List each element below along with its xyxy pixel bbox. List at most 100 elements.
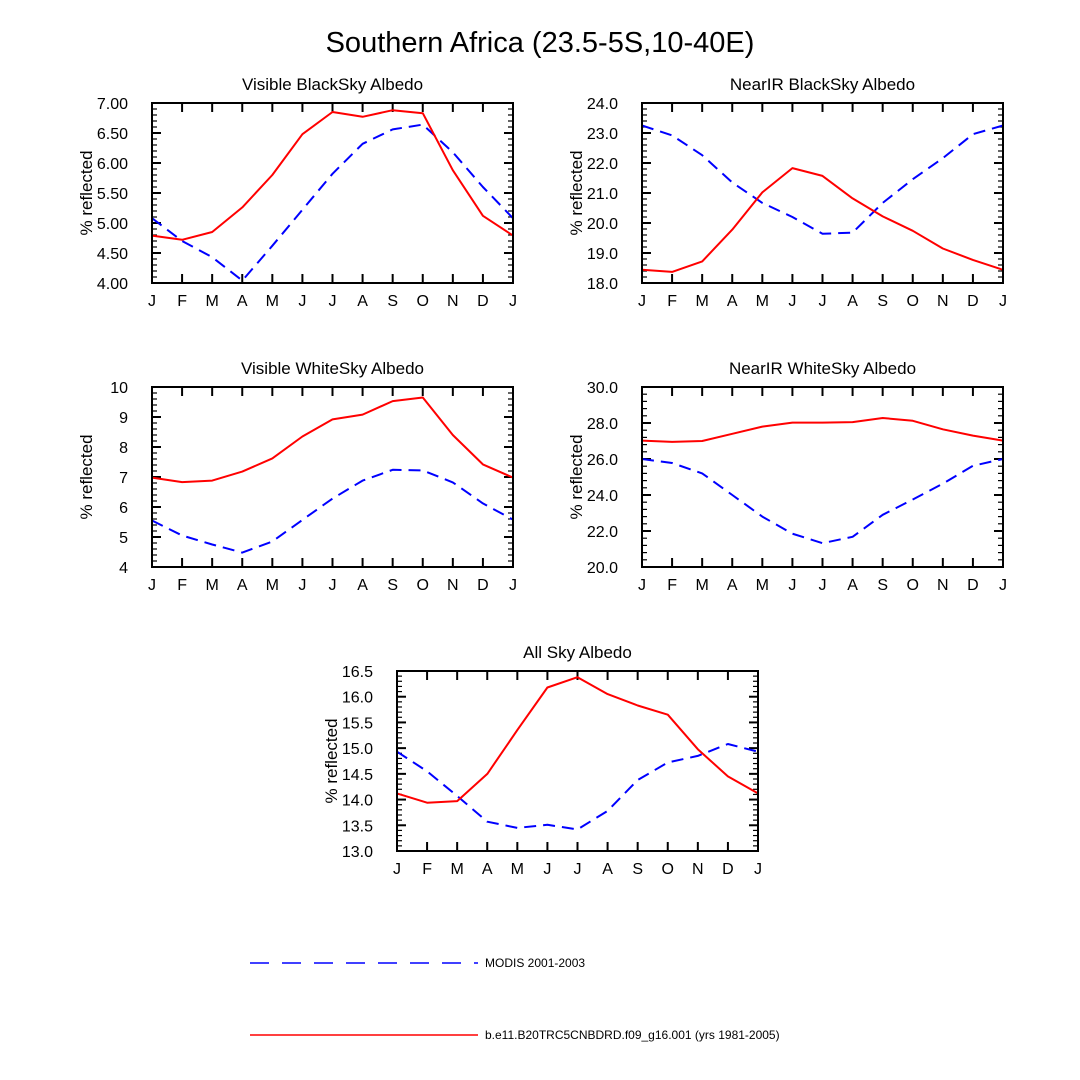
y-tick-label: 13.5 — [342, 818, 373, 835]
y-tick-label: 18.0 — [587, 276, 618, 293]
x-tick-label: D — [477, 577, 489, 594]
x-tick-label: J — [788, 293, 796, 310]
x-tick-label: F — [177, 577, 187, 594]
y-tick-label: 15.0 — [342, 741, 373, 758]
x-tick-label: J — [298, 293, 306, 310]
x-tick-label: J — [788, 577, 796, 594]
x-tick-label: F — [667, 577, 677, 594]
x-tick-label: J — [298, 577, 306, 594]
y-tick-label: 10 — [110, 380, 128, 397]
x-tick-label: A — [482, 861, 493, 878]
figure-title: Southern Africa (23.5-5S,10-40E) — [326, 27, 755, 59]
x-tick-label: J — [329, 293, 337, 310]
x-tick-label: S — [387, 577, 398, 594]
x-tick-label: M — [756, 577, 769, 594]
x-tick-label: A — [602, 861, 613, 878]
y-tick-label: 9 — [119, 410, 128, 427]
series-line-modis — [641, 124, 1004, 235]
x-tick-label: J — [329, 577, 337, 594]
panel-title: NearIR WhiteSky Albedo — [729, 359, 916, 378]
x-tick-label: O — [417, 293, 429, 310]
x-tick-label: S — [877, 293, 888, 310]
x-tick-label: J — [999, 293, 1007, 310]
x-tick-label: J — [509, 293, 517, 310]
y-tick-label: 15.5 — [342, 715, 373, 732]
x-tick-label: O — [662, 861, 674, 878]
series-line-model — [151, 396, 514, 484]
x-tick-label: M — [511, 861, 524, 878]
panel-5: All Sky Albedo % reflected J F M A M J J A S O N D J 13… — [322, 643, 762, 878]
series-line-model — [641, 167, 1004, 273]
x-tick-label: S — [632, 861, 643, 878]
plot-frame — [396, 670, 759, 852]
x-tick-label: M — [206, 577, 219, 594]
panels: Visible BlackSky Albedo % reflected J F M A M J… — [77, 75, 1007, 878]
y-axis-label: % reflected — [567, 434, 586, 519]
y-axis-label: % reflected — [567, 150, 586, 235]
x-tick-label: N — [692, 861, 704, 878]
series-line-modis — [641, 458, 1004, 545]
x-tick-label: J — [148, 577, 156, 594]
y-tick-label: 24.0 — [587, 488, 618, 505]
x-tick-label: J — [754, 861, 762, 878]
x-tick-label: J — [819, 293, 827, 310]
series-line-model — [396, 676, 759, 804]
series-line-modis — [151, 123, 514, 282]
y-tick-label: 8 — [119, 440, 128, 457]
x-tick-label: J — [638, 577, 646, 594]
x-tick-label: N — [937, 577, 949, 594]
y-tick-label: 5.50 — [97, 186, 128, 203]
x-tick-label: A — [847, 577, 858, 594]
panel-2: NearIR BlackSky Albedo % reflected J F M A M J J… — [567, 75, 1007, 310]
legend-label: b.e11.B20TRC5CNBDRD.f09_g16.001 (yrs 198… — [485, 1028, 780, 1042]
legend: MODIS 2001-2003 b.e11.B20TRC5CNBDRD.f09_g… — [250, 956, 780, 1042]
y-tick-label: 20.0 — [587, 216, 618, 233]
x-tick-label: O — [907, 577, 919, 594]
x-tick-label: J — [574, 861, 582, 878]
y-tick-label: 13.0 — [342, 844, 373, 861]
y-tick-label: 7 — [119, 470, 128, 487]
x-tick-label: J — [148, 293, 156, 310]
x-tick-label: J — [999, 577, 1007, 594]
plot-frame — [151, 386, 514, 568]
x-tick-label: N — [937, 293, 949, 310]
plot-frame — [641, 102, 1004, 284]
x-tick-label: J — [638, 293, 646, 310]
y-tick-label: 6 — [119, 500, 128, 517]
y-tick-label: 6.50 — [97, 126, 128, 143]
x-tick-label: M — [266, 293, 279, 310]
y-tick-label: 26.0 — [587, 452, 618, 469]
y-tick-label: 16.5 — [342, 664, 373, 681]
y-tick-label: 22.0 — [587, 524, 618, 541]
x-tick-label: A — [237, 577, 248, 594]
y-tick-label: 21.0 — [587, 186, 618, 203]
y-tick-label: 16.0 — [342, 690, 373, 707]
series-line-model — [641, 417, 1004, 443]
x-tick-label: A — [357, 577, 368, 594]
panel-1: Visible BlackSky Albedo % reflected J F M A M J… — [77, 75, 517, 310]
panel-title: NearIR BlackSky Albedo — [730, 75, 915, 94]
x-tick-label: J — [509, 577, 517, 594]
x-tick-label: N — [447, 293, 459, 310]
x-tick-label: A — [847, 293, 858, 310]
x-tick-label: M — [206, 293, 219, 310]
x-tick-label: J — [393, 861, 401, 878]
series-line-modis — [396, 743, 759, 831]
panel-4: NearIR WhiteSky Albedo % reflected J F M A M J J… — [567, 359, 1007, 594]
plot-frame — [151, 102, 514, 284]
x-tick-label: F — [177, 293, 187, 310]
x-tick-label: M — [696, 577, 709, 594]
y-tick-label: 7.00 — [97, 96, 128, 113]
y-tick-label: 19.0 — [587, 246, 618, 263]
y-tick-label: 6.00 — [97, 156, 128, 173]
y-axis-label: % reflected — [77, 434, 96, 519]
series-line-model — [151, 109, 514, 241]
x-tick-label: F — [667, 293, 677, 310]
y-tick-label: 14.5 — [342, 767, 373, 784]
y-axis-label: % reflected — [77, 150, 96, 235]
panel-3: Visible WhiteSky Albedo % reflected J F M A M J… — [77, 359, 517, 594]
series-line-modis — [151, 468, 514, 554]
x-tick-label: A — [727, 293, 738, 310]
x-tick-label: J — [819, 577, 827, 594]
